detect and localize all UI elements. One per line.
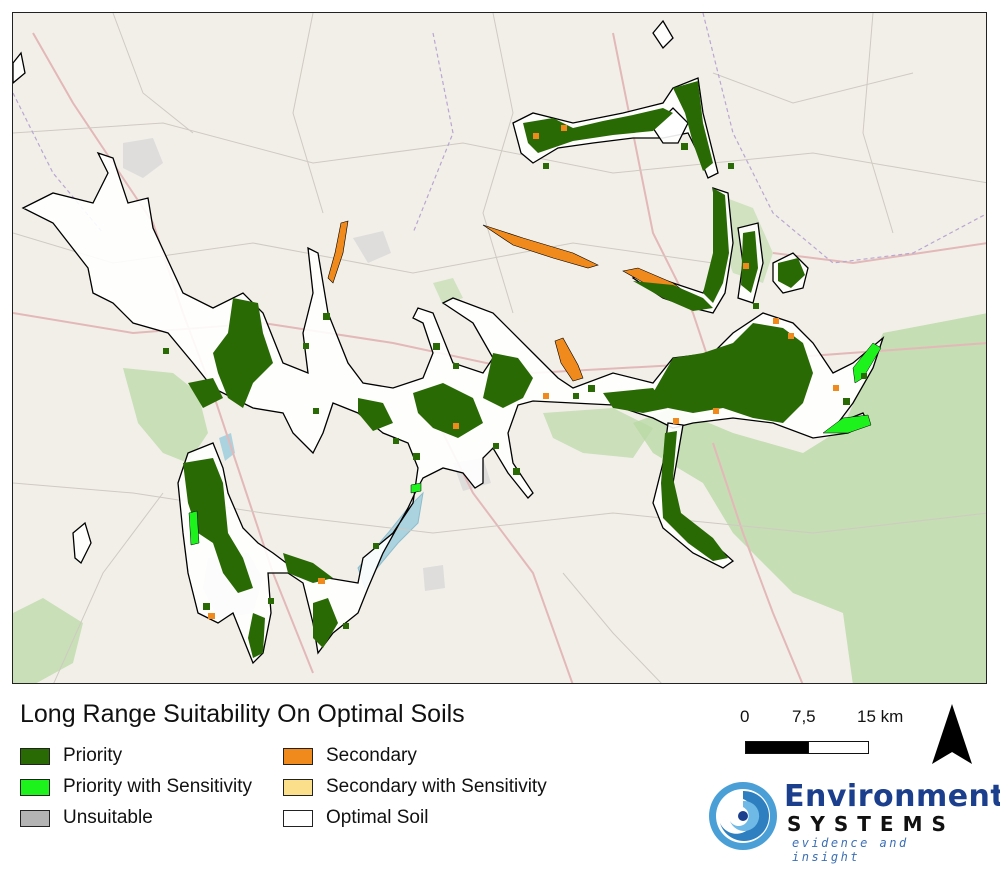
legend-swatch-priority-sensitivity <box>20 778 50 796</box>
legend-label-priority: Priority <box>63 745 123 766</box>
legend-item-unsuitable: Unsuitable <box>20 807 153 829</box>
legend-label-optimal-soil: Optimal Soil <box>326 807 429 828</box>
secondary-strip <box>482 224 599 269</box>
priority-block <box>661 431 728 561</box>
priority-block <box>703 188 729 303</box>
priority-block <box>673 81 713 171</box>
scale-segment-empty <box>808 741 869 754</box>
minor-roads <box>13 13 986 683</box>
legend-item-priority-sensitivity: Priority with Sensitivity <box>20 776 252 798</box>
logo-text-systems: SYSTEMS <box>787 812 955 836</box>
priority-block <box>653 323 813 423</box>
swirl-logo-icon <box>709 782 777 850</box>
priority-sensitivity-patch <box>822 414 872 434</box>
logo-tagline: evidence and insight <box>792 836 909 864</box>
forest-area-west <box>123 368 208 463</box>
legend-swatch-unsuitable <box>20 809 50 827</box>
priority-block <box>283 553 333 583</box>
priority-block <box>413 383 483 438</box>
forest-area-central <box>543 408 653 458</box>
priority-block <box>778 258 805 288</box>
urban-area <box>123 138 163 178</box>
priority-cells <box>163 143 867 629</box>
scale-bar: 0 7,5 15 km <box>740 707 930 757</box>
secondary-cells <box>208 125 839 619</box>
legend-title: Long Range Suitability On Optimal Soils <box>20 700 465 728</box>
priority-sensitivity-areas <box>188 342 882 546</box>
optimal-soil-isolated <box>13 51 26 84</box>
priority-block <box>183 458 253 593</box>
legend-swatch-priority <box>20 747 50 765</box>
scale-segment-filled <box>745 741 809 754</box>
legend-item-priority: Priority <box>20 745 122 767</box>
priority-block <box>248 613 265 658</box>
priority-block <box>188 378 223 408</box>
priority-block <box>313 598 338 648</box>
priority-sensitivity-patch <box>852 342 882 384</box>
logo-text-environment: Environment <box>784 779 1000 814</box>
legend-label-secondary-sensitivity: Secondary with Sensitivity <box>326 776 547 797</box>
priority-block <box>483 353 533 408</box>
optimal-soil-isolated <box>72 521 92 565</box>
priority-sensitivity-patch <box>188 510 200 546</box>
urban-area <box>353 231 391 263</box>
legend-label-unsuitable: Unsuitable <box>63 807 153 828</box>
priority-sensitivity-patch <box>410 482 422 494</box>
priority-block <box>358 398 393 431</box>
priority-areas <box>183 81 813 658</box>
legend-item-secondary-sensitivity: Secondary with Sensitivity <box>283 776 547 798</box>
scale-label-start: 0 <box>740 707 750 726</box>
optimal-soil-north-arm <box>652 107 689 144</box>
legend-swatch-optimal-soil <box>283 809 313 827</box>
priority-block <box>633 281 713 311</box>
scale-label-end: 15 km <box>857 707 904 726</box>
map-canvas <box>13 13 986 683</box>
legend-swatch-secondary-sensitivity <box>283 778 313 796</box>
priority-block <box>741 231 758 293</box>
legend-label-priority-sensitivity: Priority with Sensitivity <box>63 776 252 797</box>
priority-block <box>523 108 673 153</box>
forest-area-east <box>633 313 986 683</box>
reservoir-water <box>219 433 235 461</box>
optimal-soil-isolated <box>652 19 674 50</box>
legend-label-secondary: Secondary <box>326 745 417 766</box>
priority-block <box>213 298 273 408</box>
legend-swatch-secondary <box>283 747 313 765</box>
urban-area <box>423 565 445 591</box>
secondary-strip <box>327 220 349 284</box>
priority-block <box>603 388 668 413</box>
map-panel[interactable] <box>12 12 987 684</box>
north-arrow-icon <box>928 702 976 768</box>
company-logo: Environment SYSTEMS evidence and insight <box>706 775 1000 864</box>
legend-item-secondary: Secondary <box>283 745 417 767</box>
forest-area-southwest <box>13 598 83 683</box>
legend-item-optimal-soil: Optimal Soil <box>283 807 428 829</box>
scale-label-mid: 7,5 <box>792 707 816 726</box>
secondary-strip <box>554 337 584 382</box>
